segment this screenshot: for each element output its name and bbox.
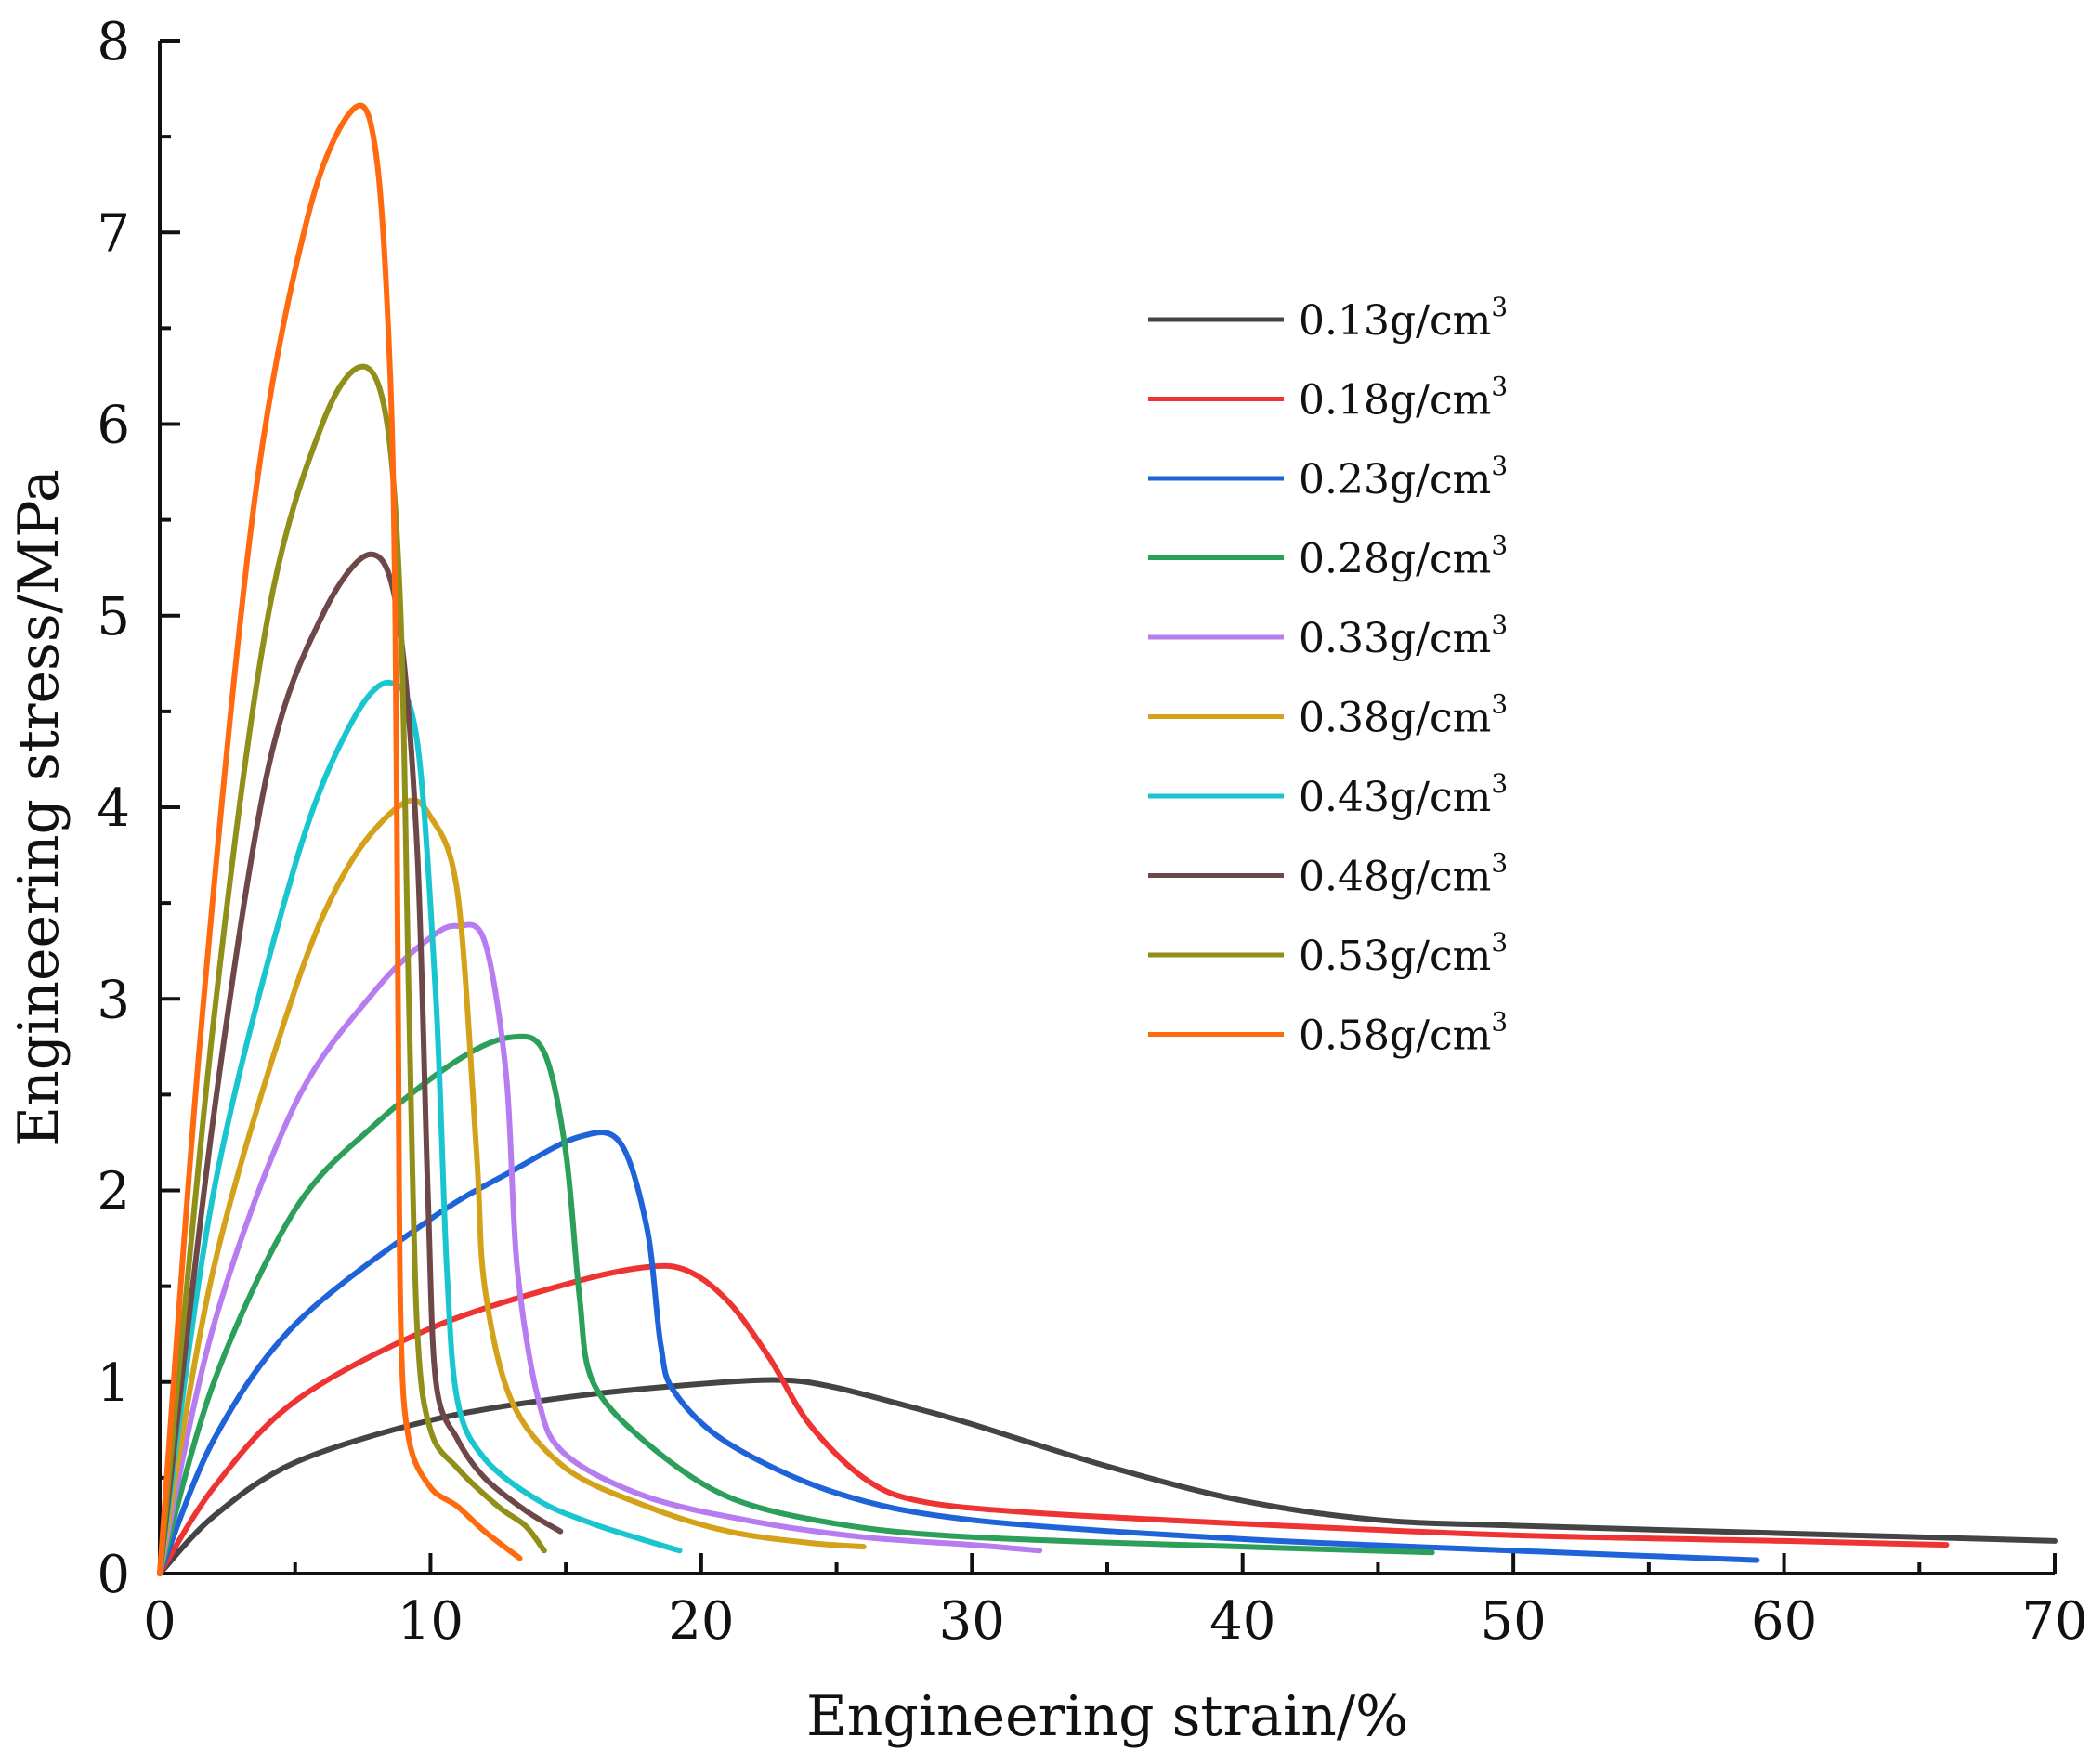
x-tick-label-60: 60	[1751, 1591, 1817, 1652]
y-tick-label-5: 5	[97, 587, 130, 647]
y-tick-label-8: 8	[97, 12, 130, 72]
series-line-1	[157, 1262, 1950, 1576]
legend-label-superscript: 3	[1491, 768, 1508, 799]
x-tick-label-20: 20	[668, 1591, 734, 1652]
legend-label-4: 0.33g/cm3	[1299, 609, 1508, 662]
legend-label-text: 0.43g/cm	[1299, 774, 1491, 821]
legend-label-superscript: 3	[1491, 848, 1508, 879]
legend-label-superscript: 3	[1491, 927, 1508, 958]
y-ticks: 0 1 2 3 4 5 6 7 8	[97, 12, 180, 1605]
series-line-4	[157, 921, 1043, 1576]
y-tick-label-0: 0	[97, 1545, 130, 1605]
plot-area: 0 10 20 30 40 50 60 70 0 1 2 3 4 5 6 7 8	[97, 12, 2087, 1652]
x-axis-title: Engineering strain/%	[806, 1684, 1408, 1749]
y-tick-label-7: 7	[97, 203, 130, 264]
series-line-9	[157, 102, 523, 1576]
x-tick-label-10: 10	[398, 1591, 464, 1652]
legend-label-3: 0.28g/cm3	[1299, 530, 1508, 583]
legend-label-text: 0.48g/cm	[1299, 854, 1491, 901]
series-line-2	[157, 1130, 1760, 1576]
legend-label-text: 0.33g/cm	[1299, 615, 1491, 662]
legend-label-1: 0.18g/cm3	[1299, 372, 1508, 425]
x-tick-label-0: 0	[143, 1591, 176, 1652]
legend-label-8: 0.53g/cm3	[1299, 927, 1508, 980]
y-tick-label-2: 2	[97, 1162, 130, 1222]
x-tick-label-50: 50	[1481, 1591, 1547, 1652]
legend: 0.13g/cm30.18g/cm30.23g/cm30.28g/cm30.33…	[1148, 292, 1508, 1060]
series-line-5	[157, 797, 867, 1576]
legend-label-text: 0.38g/cm	[1299, 695, 1491, 742]
legend-label-text: 0.53g/cm	[1299, 933, 1491, 980]
series-line-0	[157, 1377, 2058, 1576]
legend-label-superscript: 3	[1491, 292, 1508, 322]
legend-label-text: 0.13g/cm	[1299, 297, 1491, 345]
x-tick-label-30: 30	[939, 1591, 1005, 1652]
y-tick-label-3: 3	[97, 970, 130, 1030]
legend-label-superscript: 3	[1491, 1007, 1508, 1038]
legend-label-text: 0.23g/cm	[1299, 456, 1491, 503]
series-line-3	[157, 1033, 1435, 1576]
x-ticks: 0 10 20 30 40 50 60 70	[143, 1553, 2088, 1652]
legend-label-5: 0.38g/cm3	[1299, 689, 1508, 742]
y-axis-title: Engineering stress/MPa	[7, 469, 72, 1146]
x-tick-label-40: 40	[1209, 1591, 1275, 1652]
legend-label-2: 0.23g/cm3	[1299, 451, 1508, 503]
legend-label-superscript: 3	[1491, 689, 1508, 720]
y-tick-label-6: 6	[97, 396, 130, 456]
x-tick-label-70: 70	[2021, 1591, 2087, 1652]
series-line-6	[157, 679, 683, 1576]
legend-label-9: 0.58g/cm3	[1299, 1007, 1508, 1060]
legend-label-superscript: 3	[1491, 530, 1508, 561]
y-tick-label-1: 1	[97, 1353, 130, 1414]
legend-label-6: 0.43g/cm3	[1299, 768, 1508, 821]
legend-label-0: 0.13g/cm3	[1299, 292, 1508, 345]
legend-label-superscript: 3	[1491, 609, 1508, 640]
legend-label-superscript: 3	[1491, 451, 1508, 481]
legend-label-text: 0.58g/cm	[1299, 1013, 1491, 1060]
series-line-8	[157, 363, 547, 1576]
legend-label-text: 0.28g/cm	[1299, 536, 1491, 583]
series-group	[157, 102, 2058, 1576]
legend-label-text: 0.18g/cm	[1299, 377, 1491, 425]
legend-label-7: 0.48g/cm3	[1299, 848, 1508, 901]
y-tick-label-4: 4	[97, 778, 130, 839]
legend-label-superscript: 3	[1491, 372, 1508, 402]
